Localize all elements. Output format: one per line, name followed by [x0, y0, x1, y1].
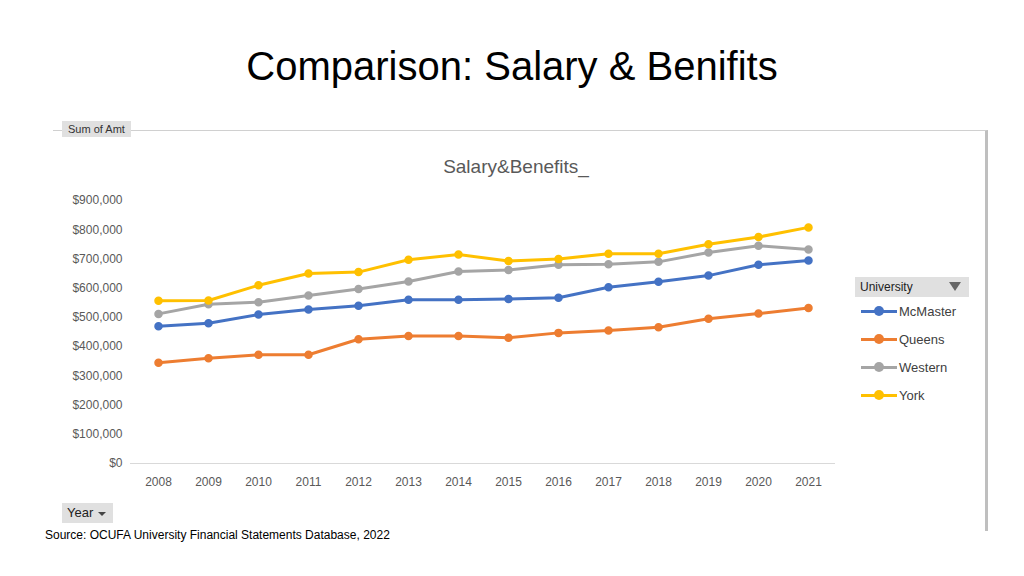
svg-text:2008: 2008 — [145, 475, 172, 489]
svg-text:2010: 2010 — [245, 475, 272, 489]
html-text:Source: OCUFA University Finan: Source: OCUFA University Financial State… — [45, 528, 390, 542]
svg-text:2021: 2021 — [795, 475, 822, 489]
svg-text:2018: 2018 — [645, 475, 672, 489]
svg-text:2014: 2014 — [445, 475, 472, 489]
svg-text:$400,000: $400,000 — [72, 339, 122, 353]
svg-text:$200,000: $200,000 — [72, 398, 122, 412]
html-text:Comparison: Salary & Benifits: Comparison: Salary & Benifits — [246, 44, 778, 88]
svg-text:2015: 2015 — [495, 475, 522, 489]
html-text:Queens: Queens — [899, 331, 945, 347]
html-text:Year: Year — [67, 505, 94, 520]
html-text:Sum of Amt: Sum of Amt — [68, 123, 125, 135]
svg-text:$100,000: $100,000 — [72, 427, 122, 441]
svg-text:$0: $0 — [109, 456, 123, 470]
html-text:McMaster: McMaster — [899, 303, 957, 319]
html-text:University: University — [860, 280, 913, 294]
svg-text:$900,000: $900,000 — [72, 193, 122, 207]
svg-text:$500,000: $500,000 — [72, 310, 122, 324]
svg-text:2019: 2019 — [695, 475, 722, 489]
svg-text:2017: 2017 — [595, 475, 622, 489]
html-text:Western: Western — [899, 359, 948, 375]
svg-text:$700,000: $700,000 — [72, 252, 122, 266]
svg-text:$800,000: $800,000 — [72, 223, 122, 237]
html-text:Salary&Benefits_: Salary&Benefits_ — [443, 156, 589, 177]
svg-text:$300,000: $300,000 — [72, 369, 122, 383]
svg-text:2020: 2020 — [745, 475, 772, 489]
svg-text:2012: 2012 — [345, 475, 372, 489]
svg-text:2013: 2013 — [395, 475, 422, 489]
svg-text:2016: 2016 — [545, 475, 572, 489]
svg-text:2009: 2009 — [195, 475, 222, 489]
svg-text:2011: 2011 — [296, 475, 322, 489]
svg-text:$600,000: $600,000 — [72, 281, 122, 295]
html-text:York: York — [899, 387, 925, 403]
